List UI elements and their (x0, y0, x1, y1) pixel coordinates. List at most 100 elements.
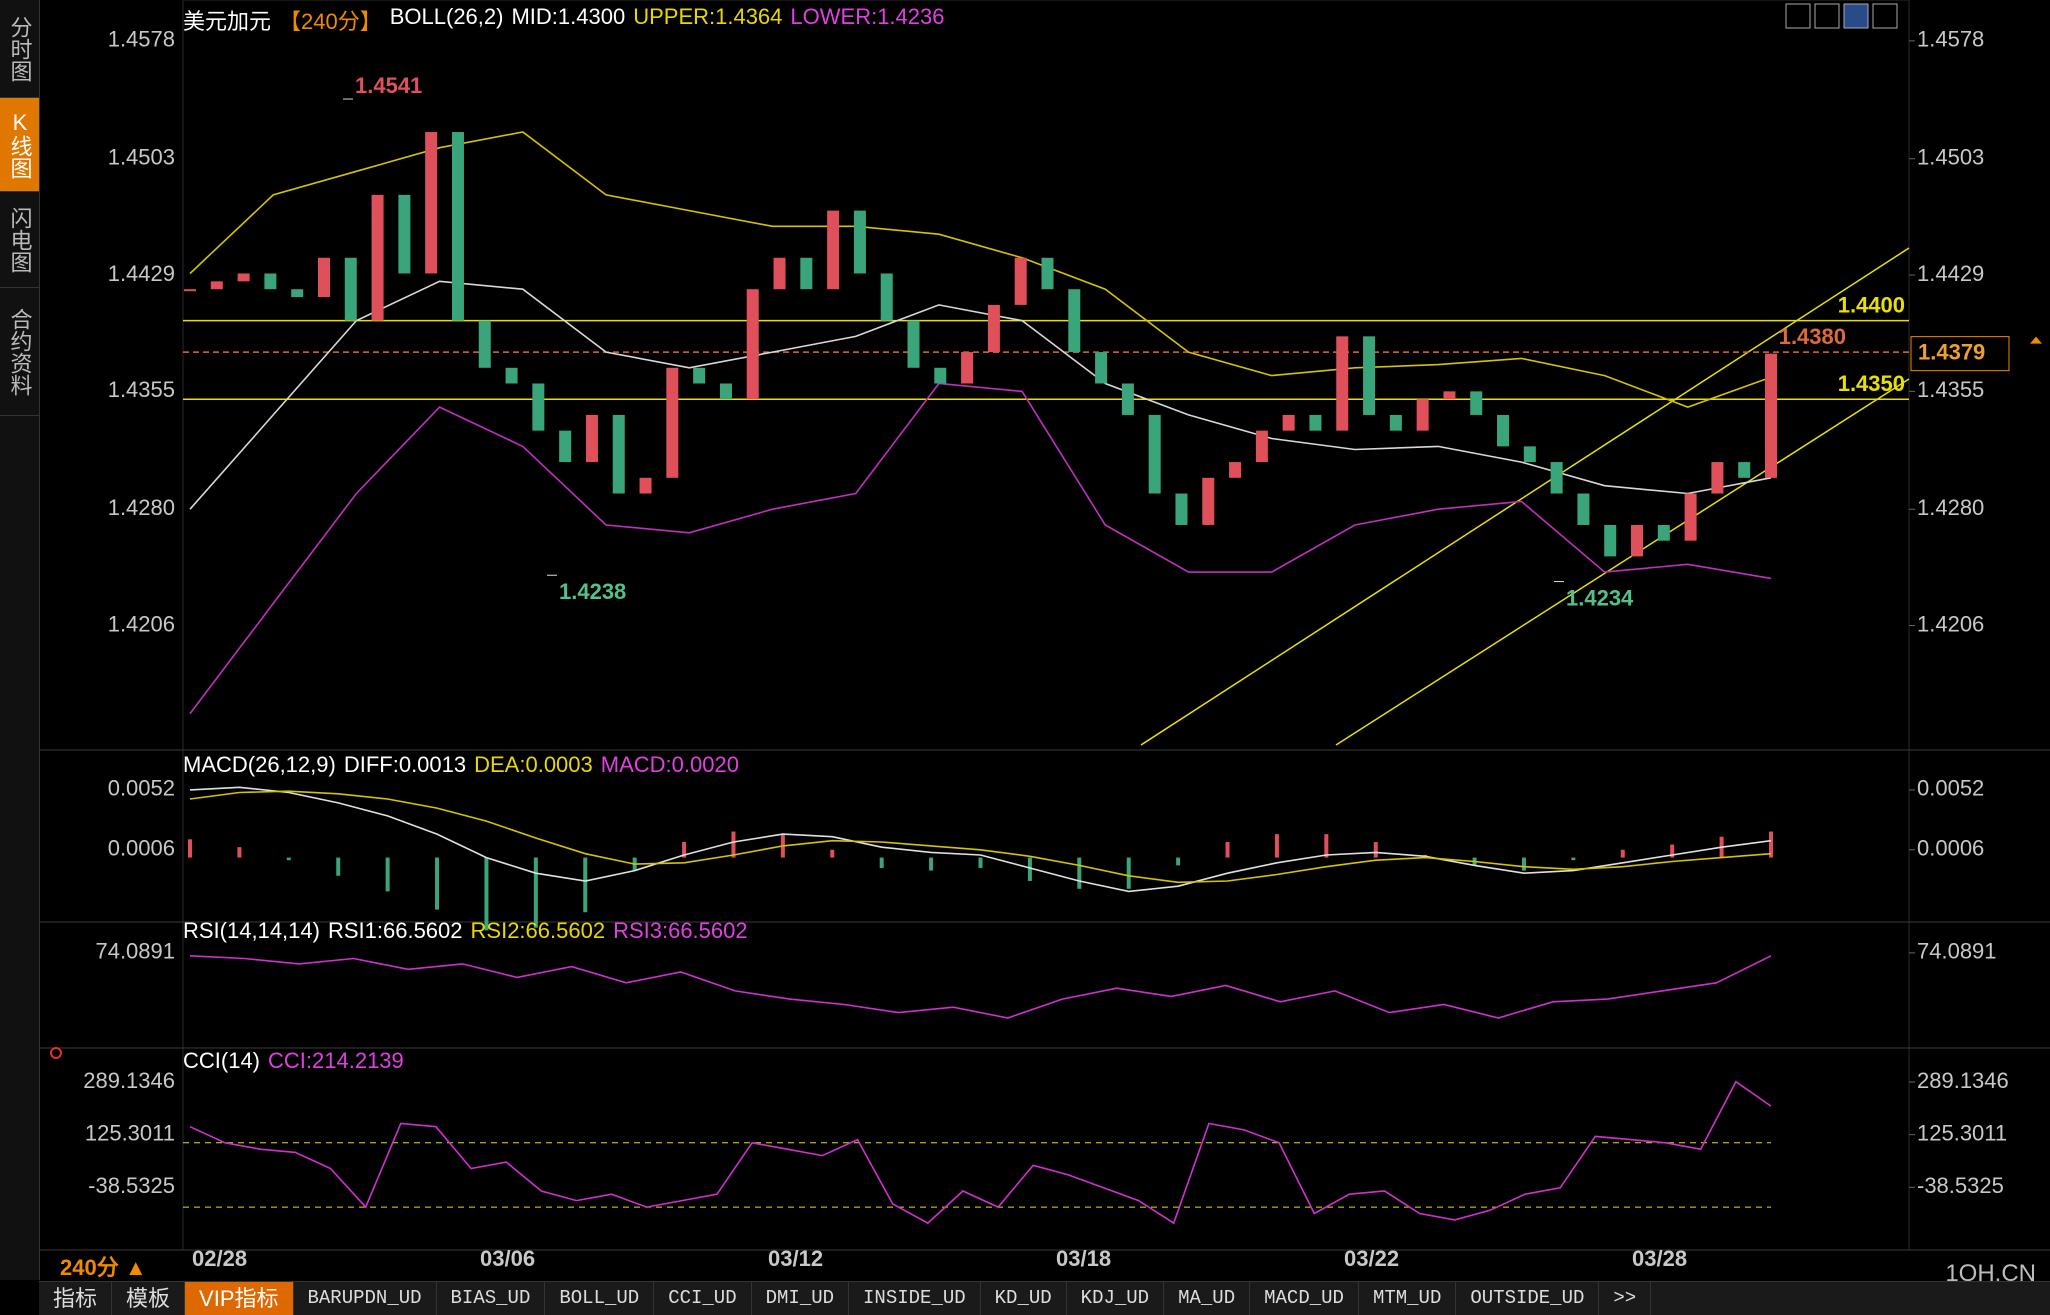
level-label: 1.4350 (1838, 371, 1905, 396)
candle (1497, 414, 1510, 447)
candle (1416, 399, 1429, 431)
candle (1657, 524, 1670, 541)
indicator-tab[interactable]: DMI_UD (752, 1282, 850, 1315)
tool-icon[interactable] (1814, 3, 1840, 29)
rsi3-value: RSI3:66.5602 (613, 918, 748, 943)
last-price-box (1910, 336, 2010, 372)
lower-value: LOWER:1.4236 (790, 4, 945, 29)
candle (344, 257, 357, 321)
cci-value: CCI:214.2139 (268, 1048, 404, 1073)
y-tick-label: 1.4578 (108, 27, 175, 52)
candle (1309, 414, 1322, 431)
candle (719, 383, 732, 400)
y-tick-label: 0.0052 (108, 776, 175, 801)
indicator-tab[interactable]: 指标 (39, 1282, 113, 1315)
candle (1765, 353, 1777, 478)
indicator-tab[interactable]: BARUPDN_UD (294, 1282, 437, 1315)
candle (532, 383, 545, 431)
candle (1229, 462, 1242, 478)
candle (585, 414, 598, 463)
y-tick-label: 74.0891 (1917, 939, 1997, 964)
candle (1202, 477, 1215, 525)
y-tick-label: -38.5325 (1917, 1173, 2004, 1198)
indicator-tab[interactable]: >> (1599, 1282, 1652, 1315)
cci-title: CCI(14) (183, 1048, 261, 1073)
candle (693, 367, 706, 384)
candle (746, 289, 759, 400)
sidebar: 分时图 K线图 闪电图 合约资料 (0, 0, 40, 1280)
candle (505, 367, 518, 384)
rsi-line (189, 955, 1772, 1019)
indicator-tab[interactable]: MA_UD (1164, 1282, 1251, 1315)
tool-icon[interactable] (1843, 3, 1869, 29)
y-tick-label: 1.4355 (108, 377, 175, 402)
diff-value: DIFF:0.0013 (343, 752, 467, 777)
last-price-label: 1.4379 (1918, 339, 1985, 364)
candle (800, 257, 813, 290)
candle (478, 320, 491, 368)
indicator-tab[interactable]: MTM_UD (1359, 1282, 1457, 1315)
y-tick-label: 1.4429 (1917, 261, 1984, 286)
level-label: 1.4380 (1779, 324, 1846, 349)
side-tab[interactable]: K线图 (0, 98, 39, 192)
diff-line (189, 786, 1772, 893)
rsi-header: RSI(14,14,14) RSI1:66.5602 RSI2:66.5602 … (183, 918, 748, 944)
indicator-tab[interactable]: INSIDE_UD (849, 1282, 981, 1315)
candle (398, 194, 411, 274)
candle (1148, 414, 1161, 494)
boll-mid (189, 280, 1772, 510)
indicator-tab[interactable]: OUTSIDE_UD (1456, 1282, 1600, 1315)
indicator-tabs: 指标 模板 VIP指标 BARUPDN_UD BIAS_UD BOLL_UD CCI_UD D… (39, 1281, 2050, 1315)
indicator-tab[interactable]: KDJ_UD (1067, 1282, 1165, 1315)
tool-icon[interactable] (1785, 3, 1811, 29)
cci-header: CCI(14) CCI:214.2139 (183, 1048, 404, 1074)
candle (1175, 493, 1188, 525)
indicator-tab[interactable]: CCI_UD (654, 1282, 752, 1315)
tool-icon[interactable] (1872, 3, 1898, 29)
y-tick-label: 1.4280 (108, 495, 175, 520)
indicator-tab[interactable]: 模板 (112, 1282, 186, 1315)
y-tick-label: 0.0052 (1917, 776, 1984, 801)
indicator-tab[interactable]: BOLL_UD (545, 1282, 655, 1315)
indicator-tab[interactable]: MACD_UD (1250, 1282, 1359, 1315)
candle (210, 281, 223, 290)
macd-title: MACD(26,12,9) (183, 752, 336, 777)
y-tick-label: 1.4280 (1917, 495, 1984, 520)
channel-line (1335, 378, 1910, 746)
extreme-label: 1.4238 (559, 579, 626, 604)
candle (961, 352, 974, 384)
candle (1738, 462, 1751, 478)
candle (666, 367, 679, 478)
x-tick-label: 03/12 (768, 1246, 823, 1271)
period-selector[interactable]: 240分 ▲ (60, 1255, 147, 1280)
candle (237, 273, 250, 282)
x-tick-label: 02/28 (192, 1246, 247, 1271)
candle (1684, 493, 1697, 541)
channel-line (1140, 247, 1910, 746)
candle (827, 210, 840, 290)
indicator-icon (50, 1047, 62, 1059)
side-tab[interactable]: 闪电图 (0, 192, 39, 288)
candle (1631, 524, 1644, 557)
candle (184, 289, 196, 292)
candle (880, 273, 893, 321)
side-tab[interactable]: 合约资料 (0, 288, 39, 416)
indicator-tab[interactable]: KD_UD (981, 1282, 1067, 1315)
candle (291, 289, 304, 298)
side-tab[interactable]: 分时图 (0, 0, 39, 98)
candle (1711, 462, 1724, 494)
dea-line (189, 790, 1772, 884)
candle (853, 210, 866, 274)
macd-header: MACD(26,12,9) DIFF:0.0013 DEA:0.0003 MAC… (183, 752, 739, 778)
y-tick-label: 1.4429 (108, 261, 175, 286)
indicator-tab[interactable]: BIAS_UD (437, 1282, 546, 1315)
rsi1-value: RSI1:66.5602 (327, 918, 463, 943)
rsi2-value: RSI2:66.5602 (470, 918, 606, 943)
y-tick-label: 74.0891 (95, 939, 175, 964)
candle (1604, 524, 1617, 557)
y-tick-label: 1.4206 (1917, 611, 1984, 636)
dea-value: DEA:0.0003 (474, 752, 593, 777)
y-tick-label: 1.4503 (108, 145, 175, 170)
indicator-tab[interactable]: VIP指标 (185, 1282, 294, 1315)
